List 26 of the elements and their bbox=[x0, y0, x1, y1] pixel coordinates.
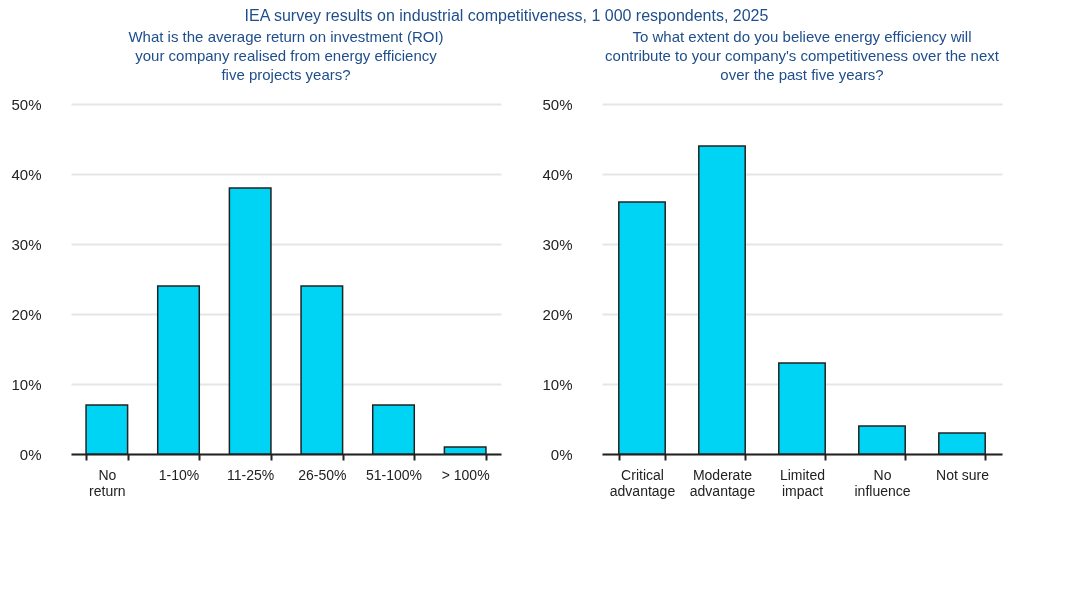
x-tick-label: Critical advantage bbox=[609, 466, 676, 499]
y-tick-label: 0% bbox=[19, 445, 42, 463]
y-tick-label: 10% bbox=[542, 375, 573, 393]
y-tick-label: 40% bbox=[11, 165, 42, 183]
x-tick-label: No return bbox=[89, 466, 126, 499]
x-tick-label: 26-50% bbox=[298, 466, 347, 483]
y-tick-label: 0% bbox=[550, 445, 573, 463]
x-tick-label: > 100% bbox=[441, 466, 490, 483]
x-tick-label: 1-10% bbox=[158, 466, 200, 483]
x-tick-label: Limited impact bbox=[779, 466, 826, 499]
y-tick-label: 10% bbox=[11, 375, 42, 393]
y-tick-label: 40% bbox=[542, 165, 573, 183]
x-tick-label: 51-100% bbox=[365, 466, 423, 483]
x-tick-label: Moderate advantage bbox=[689, 466, 756, 499]
y-tick-label: 50% bbox=[542, 95, 573, 113]
x-tick-label: 11-25% bbox=[227, 466, 275, 483]
y-tick-label: 50% bbox=[11, 95, 42, 113]
chart-title: IEA survey results on industrial competitiveness, 1 000 respondents, 2025 bbox=[244, 7, 769, 24]
y-tick-label: 30% bbox=[542, 235, 573, 253]
y-tick-label: 30% bbox=[11, 235, 42, 253]
y-tick-label: 20% bbox=[542, 305, 573, 323]
y-tick-label: 20% bbox=[11, 305, 42, 323]
x-tick-label: No influence bbox=[854, 466, 911, 499]
x-tick-label: Not sure bbox=[936, 466, 990, 483]
chart-subtitle: What is the average return on investment (ROI) your company realised from energy efficiency five projects years? bbox=[128, 28, 444, 83]
chart-subtitle: To what extent do you believe energy efficiency will contribute to your company's competitiveness over the next over the past five years? bbox=[605, 28, 1000, 83]
